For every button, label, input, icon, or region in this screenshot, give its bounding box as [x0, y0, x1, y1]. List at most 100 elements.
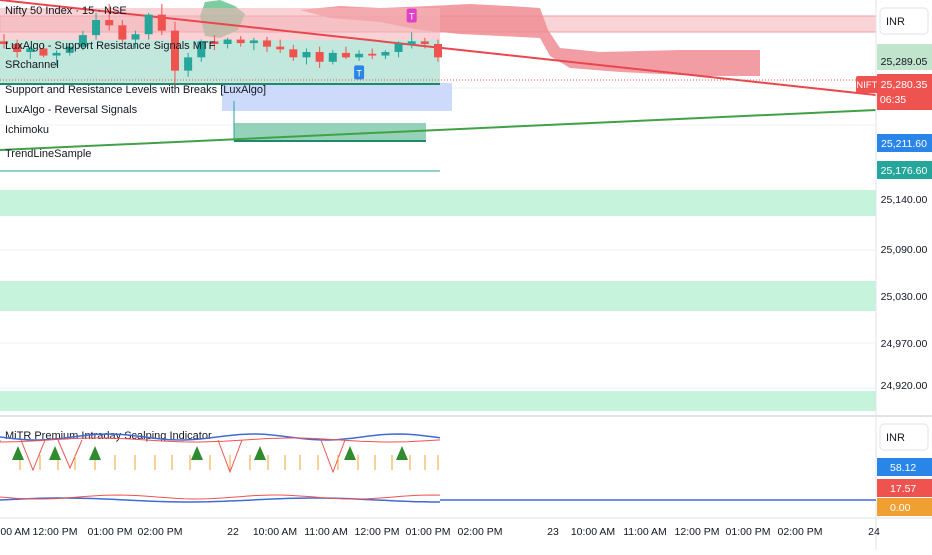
sub-axis-label: 58.12: [877, 458, 932, 476]
candle-body[interactable]: [407, 41, 416, 44]
price-label-level-blue: 25,211.60: [877, 134, 932, 152]
candle-body[interactable]: [341, 52, 350, 58]
time-tick-label: 10:00 AM: [253, 526, 297, 538]
candle-body[interactable]: [315, 52, 324, 62]
sub-currency-label: INR: [886, 432, 905, 444]
candle-body[interactable]: [236, 39, 245, 44]
time-tick-label: 23: [547, 526, 559, 538]
sub-axis-label: 17.57: [877, 479, 932, 497]
sub-buy-triangle: [344, 446, 356, 460]
symbol-title[interactable]: Nifty 50 Index · 15 · NSE: [5, 5, 127, 17]
price-axis[interactable]: INR 25,289.05 25,140.00 25,090.00 25,030.00…: [856, 0, 932, 550]
time-tick-label: 12:00 PM: [33, 526, 78, 538]
break-zone-blue: [222, 83, 452, 111]
time-tick-label: 01:00 PM: [406, 526, 451, 538]
time-tick-label: 12:00 PM: [675, 526, 720, 538]
sub-upper-line: [0, 433, 441, 441]
trendline-green: [0, 109, 877, 151]
indicator-srchannel[interactable]: SRchannel: [5, 59, 59, 71]
price-label-text: 25,280.35: [881, 79, 928, 91]
candle-body[interactable]: [0, 41, 8, 44]
candle-body[interactable]: [368, 53, 377, 56]
sub-indicator-plot: [0, 433, 876, 503]
indicator-trendline[interactable]: TrendLineSample: [5, 148, 91, 160]
candle-body[interactable]: [210, 41, 219, 44]
indicator-reversal[interactable]: LuxAlgo - Reversal Signals: [5, 104, 138, 116]
price-label-text: 06:35: [880, 94, 906, 106]
candle-body[interactable]: [223, 39, 232, 44]
currency-label: INR: [886, 16, 905, 28]
candle-body[interactable]: [65, 46, 74, 53]
sub-buy-triangle: [191, 446, 203, 460]
price-label-text: 25,176.60: [881, 165, 928, 177]
candle-body[interactable]: [170, 30, 179, 71]
sub-axis-label-text: 0.00: [890, 502, 911, 514]
price-tick-label: 25,140.00: [881, 194, 928, 206]
sub-buy-triangle: [12, 446, 24, 460]
price-tick-label: 25,090.00: [881, 244, 928, 256]
candle-body[interactable]: [381, 52, 390, 56]
indicator-sr-breaks[interactable]: Support and Resistance Levels with Break…: [5, 84, 266, 96]
candle-body[interactable]: [157, 14, 166, 31]
reversal-marker-label: T: [356, 68, 362, 78]
candle-body[interactable]: [355, 53, 364, 58]
time-tick-label: 11:00 AM: [623, 526, 667, 538]
price-tick-label: 25,289.05: [881, 56, 928, 68]
candle-body[interactable]: [263, 40, 272, 47]
candle-body[interactable]: [131, 34, 140, 40]
time-tick-label: 01:00 PM: [726, 526, 771, 538]
candle-body[interactable]: [434, 44, 442, 58]
indicator-ichimoku[interactable]: Ichimoku: [5, 124, 49, 136]
sub-currency-box[interactable]: [879, 423, 929, 451]
candle-body[interactable]: [184, 57, 193, 71]
candle-body[interactable]: [197, 41, 206, 58]
indicator-luxalgo-srs[interactable]: LuxAlgo - Support Resistance Signals MTF: [5, 40, 216, 52]
time-tick-label: 11:00 AM: [304, 526, 348, 538]
sub-dip: [217, 439, 243, 474]
time-tick-label: 02:00 PM: [778, 526, 823, 538]
sub-axis-label-text: 17.57: [890, 483, 916, 495]
candle-body[interactable]: [144, 14, 153, 35]
candle-body[interactable]: [394, 44, 403, 52]
price-label-last-price: 25,280.35: [877, 74, 932, 110]
sub-upper-line-red: [0, 437, 441, 443]
candle-body[interactable]: [92, 20, 101, 36]
reversal-marker[interactable]: T: [406, 8, 417, 23]
reversal-marker-label: T: [409, 11, 415, 21]
sub-axis-label-text: 58.12: [890, 462, 916, 474]
price-label-countdown: 06:35: [880, 94, 906, 106]
candle-body[interactable]: [289, 49, 298, 58]
sub-buy-triangle: [254, 446, 266, 460]
candle-body[interactable]: [302, 52, 311, 58]
candle-body[interactable]: [276, 46, 285, 50]
candle-body[interactable]: [78, 35, 87, 47]
currency-box[interactable]: [879, 7, 929, 35]
sub-axis-label: 0.00: [877, 498, 932, 516]
time-tick-label: 10:00 AM: [571, 526, 615, 538]
candles: [0, 4, 442, 84]
candle-body[interactable]: [52, 52, 61, 56]
candle-body[interactable]: [328, 52, 337, 62]
candle-body[interactable]: [13, 44, 22, 52]
price-tick-label: 24,970.00: [881, 338, 928, 350]
sub-dip: [20, 439, 46, 472]
candle-body[interactable]: [420, 41, 429, 44]
candle-body[interactable]: [118, 25, 127, 40]
reversal-marker[interactable]: T: [354, 65, 365, 80]
price-label-level-green: 25,176.60: [877, 161, 932, 179]
sub-dip: [320, 439, 346, 474]
time-tick-label: 24: [868, 526, 880, 538]
price-tick-label: 24,920.00: [881, 380, 928, 392]
sub-dip: [57, 439, 83, 470]
candle-body[interactable]: [105, 20, 114, 26]
candle-body[interactable]: [39, 48, 48, 56]
time-tick-label: 02:00 PM: [138, 526, 183, 538]
candle-body[interactable]: [26, 48, 35, 52]
support-zone-1: [0, 190, 876, 216]
candle-body[interactable]: [249, 40, 258, 44]
price-tick-label: 25,030.00: [881, 291, 928, 303]
